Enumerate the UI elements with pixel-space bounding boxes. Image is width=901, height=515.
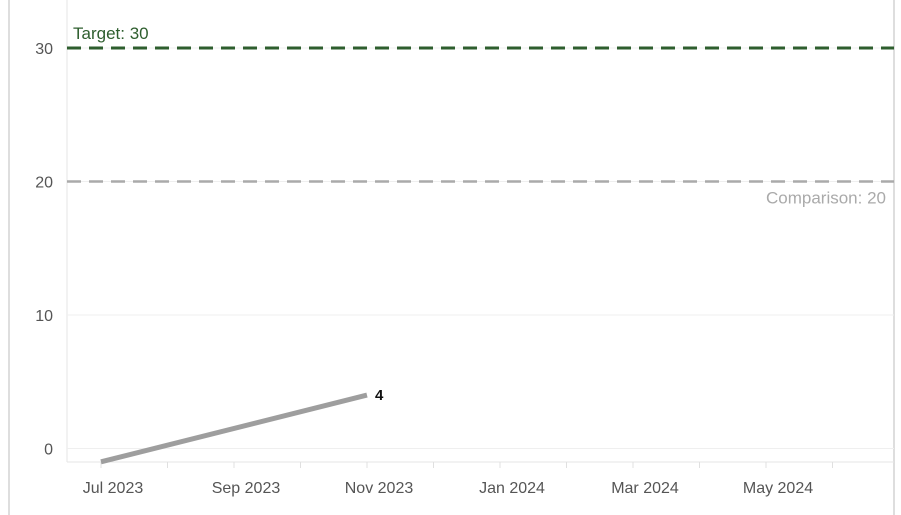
x-tick-label: Mar 2024 xyxy=(611,480,679,497)
y-tick-label: 20 xyxy=(35,175,53,192)
reference-lines: Target: 30 Comparison: 20 xyxy=(67,24,894,208)
x-tick-label: May 2024 xyxy=(743,480,813,497)
x-tick-label: Sep 2023 xyxy=(212,480,281,497)
series-line xyxy=(100,392,368,465)
x-tick-label: Nov 2023 xyxy=(345,480,414,497)
data-label: 4 xyxy=(375,387,384,404)
target-label: Target: 30 xyxy=(73,24,149,43)
y-tick-label: 30 xyxy=(35,41,53,58)
x-axis: Jul 2023 Sep 2023 Nov 2023 Jan 2024 Mar 2024… xyxy=(67,461,894,497)
x-tick-label: Jul 2023 xyxy=(83,480,144,497)
data-series xyxy=(100,392,368,465)
data-labels: 4 xyxy=(375,387,384,404)
comparison-label: Comparison: 20 xyxy=(766,189,886,208)
y-axis: 0 10 20 30 xyxy=(35,41,53,459)
y-tick-label: 0 xyxy=(44,442,53,459)
y-tick-label: 10 xyxy=(35,308,53,325)
gridlines xyxy=(67,47,894,449)
x-tick-label: Jan 2024 xyxy=(479,480,545,497)
